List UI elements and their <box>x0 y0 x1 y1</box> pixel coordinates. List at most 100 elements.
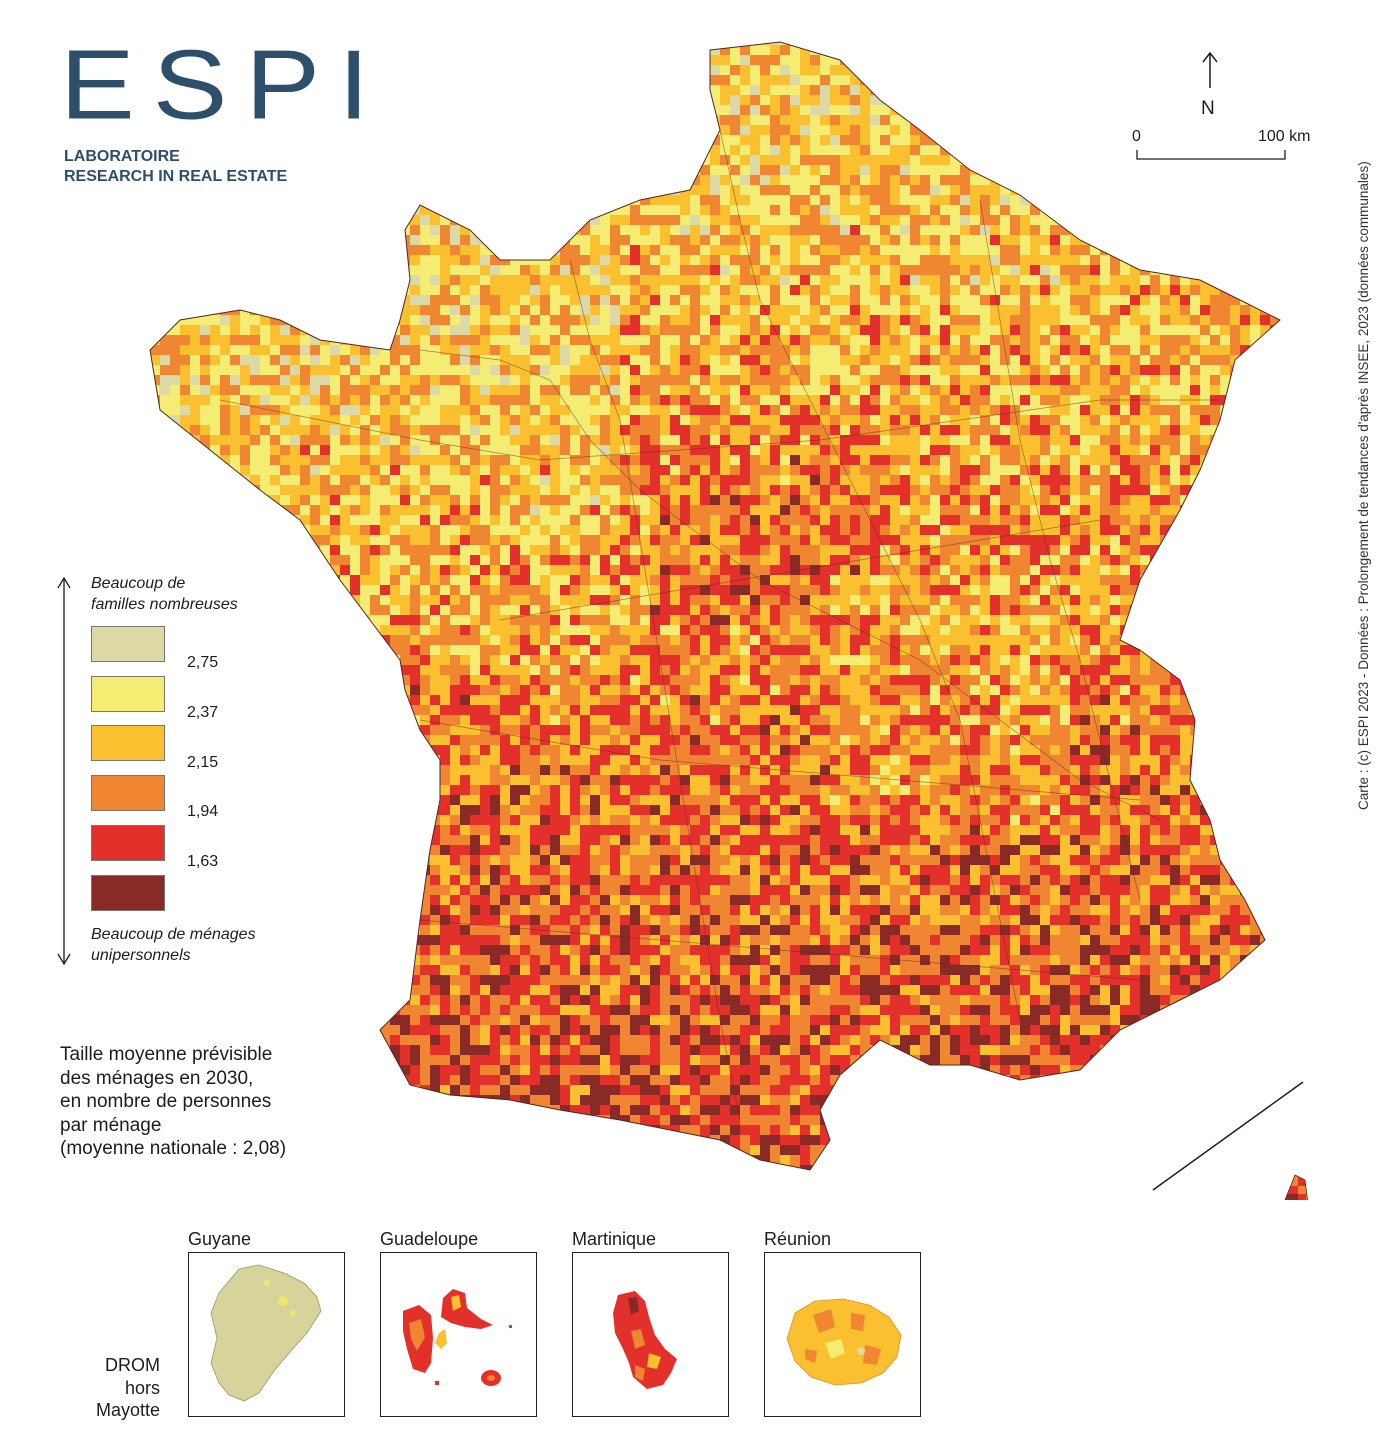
commune-cell <box>490 415 501 426</box>
commune-cell <box>820 335 831 346</box>
commune-cell <box>390 285 401 296</box>
commune-cell <box>580 385 591 396</box>
commune-cell <box>680 135 691 146</box>
commune-cell <box>350 445 361 456</box>
commune-cell <box>280 145 291 156</box>
commune-cell <box>810 225 821 236</box>
commune-cell <box>1200 445 1211 456</box>
commune-cell <box>1130 275 1141 286</box>
commune-cell <box>680 225 691 236</box>
commune-cell <box>480 405 491 416</box>
commune-cell <box>670 175 681 186</box>
commune-cell <box>920 225 931 236</box>
commune-cell <box>650 385 661 396</box>
commune-cell <box>790 155 801 166</box>
commune-cell <box>1010 115 1021 126</box>
commune-cell <box>1170 95 1181 106</box>
commune-cell <box>740 385 751 396</box>
commune-cell <box>730 205 741 216</box>
commune-cell <box>980 105 991 116</box>
commune-cell <box>1190 195 1201 206</box>
commune-cell <box>780 175 791 186</box>
commune-cell <box>300 425 311 436</box>
commune-cell <box>700 165 711 176</box>
commune-cell <box>460 245 471 256</box>
commune-cell <box>600 115 611 126</box>
commune-cell <box>970 315 981 326</box>
commune-cell <box>160 155 171 166</box>
commune-cell <box>1060 125 1071 136</box>
commune-cell <box>240 135 251 146</box>
commune-cell <box>900 195 911 206</box>
commune-cell <box>380 375 391 386</box>
commune-cell <box>1140 435 1151 446</box>
commune-cell <box>710 355 721 366</box>
commune-cell <box>870 385 881 396</box>
commune-cell <box>1120 135 1131 146</box>
commune-cell <box>390 105 401 116</box>
commune-cell <box>1250 305 1261 316</box>
commune-cell <box>1160 55 1171 66</box>
commune-cell <box>800 42 811 46</box>
commune-cell <box>750 385 761 396</box>
commune-cell <box>1070 55 1081 66</box>
commune-cell <box>1190 165 1201 176</box>
commune-cell <box>330 385 341 396</box>
commune-cell <box>590 285 601 296</box>
commune-cell <box>850 175 861 186</box>
commune-cell <box>750 65 761 76</box>
commune-cell <box>1190 375 1201 386</box>
commune-cell <box>630 42 641 46</box>
commune-cell <box>720 85 731 96</box>
commune-cell <box>540 405 551 416</box>
commune-cell <box>860 335 871 346</box>
commune-cell <box>290 145 301 156</box>
commune-cell <box>470 85 481 96</box>
commune-cell <box>1040 295 1051 306</box>
commune-cell <box>530 385 541 396</box>
commune-cell <box>1070 295 1081 306</box>
commune-cell <box>1060 225 1071 236</box>
commune-cell <box>550 195 561 206</box>
commune-cell <box>150 225 161 236</box>
commune-cell <box>1120 205 1131 216</box>
commune-cell <box>520 335 531 346</box>
commune-cell <box>680 405 691 416</box>
commune-cell <box>350 55 361 66</box>
commune-cell <box>700 305 711 316</box>
legend-swatch <box>91 775 165 811</box>
commune-cell <box>1160 165 1171 176</box>
commune-cell <box>810 265 821 276</box>
commune-cell <box>770 285 781 296</box>
commune-cell <box>580 185 591 196</box>
commune-cell <box>360 42 371 46</box>
commune-cell <box>370 95 381 106</box>
commune-cell <box>750 155 761 166</box>
commune-cell <box>1130 205 1141 216</box>
commune-cell <box>470 435 481 446</box>
commune-cell <box>1080 145 1091 156</box>
commune-cell <box>640 385 651 396</box>
commune-cell <box>420 295 431 306</box>
commune-cell <box>160 275 171 286</box>
commune-cell <box>770 125 781 136</box>
commune-cell <box>850 55 861 66</box>
commune-cell <box>430 355 441 366</box>
commune-cell <box>1040 245 1051 256</box>
commune-cell <box>1150 75 1161 86</box>
commune-cell <box>150 275 161 286</box>
commune-cell <box>690 375 701 386</box>
commune-cell <box>1240 275 1251 286</box>
commune-cell <box>950 325 961 336</box>
commune-cell <box>880 105 891 116</box>
commune-cell <box>650 245 661 256</box>
commune-cell <box>280 45 291 56</box>
commune-cell <box>870 365 881 376</box>
commune-cell <box>940 385 951 396</box>
commune-cell <box>290 325 301 336</box>
commune-cell <box>730 55 741 66</box>
commune-cell <box>340 65 351 76</box>
commune-cell <box>210 435 221 446</box>
commune-cell <box>1100 125 1111 136</box>
commune-cell <box>670 245 681 256</box>
